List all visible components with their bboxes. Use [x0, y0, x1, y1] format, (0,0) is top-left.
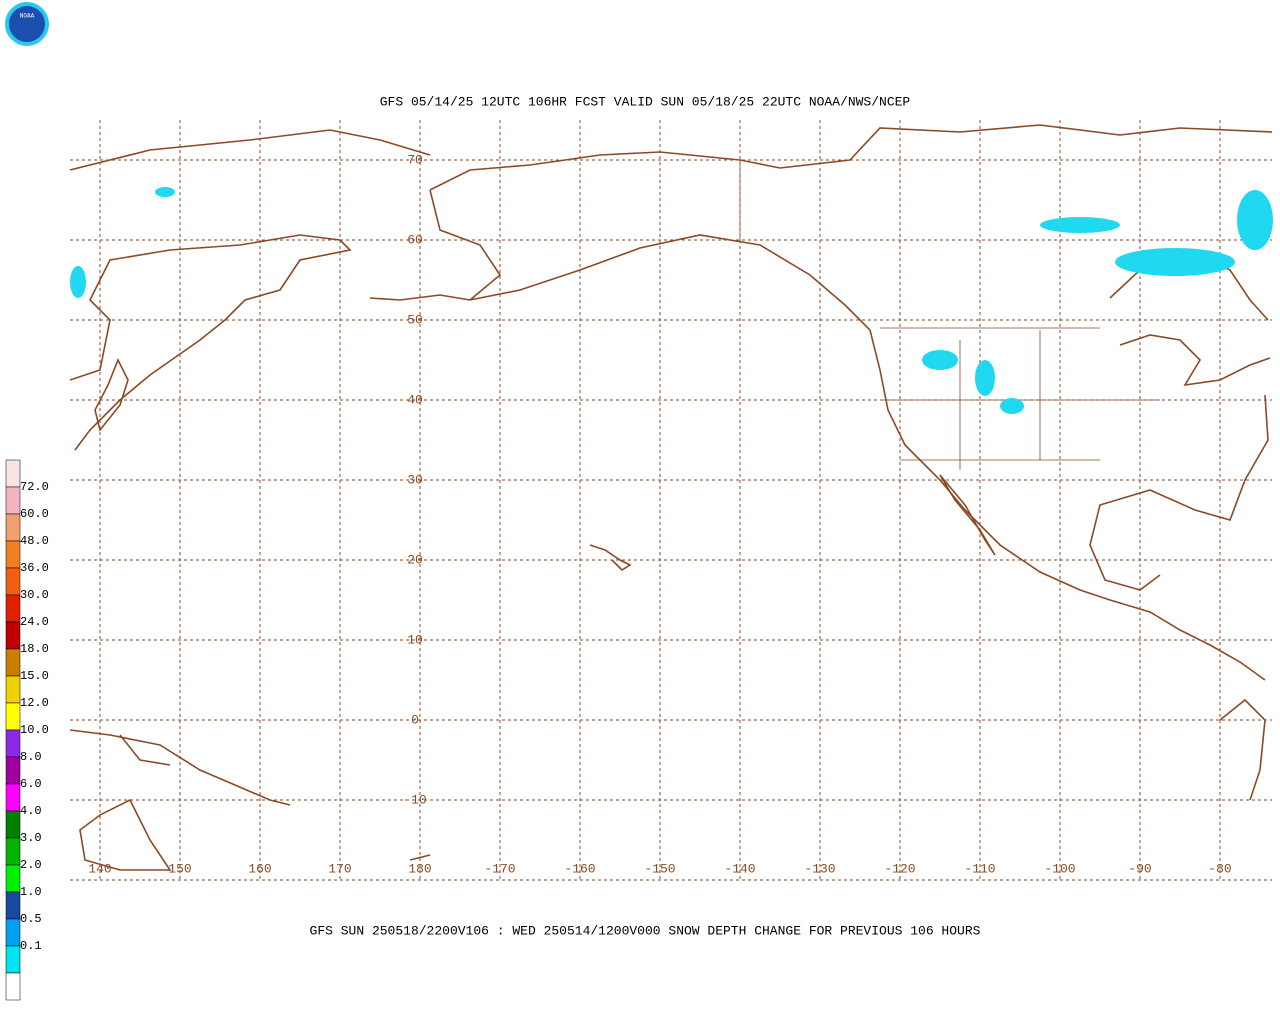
legend-label: 15.0: [20, 669, 49, 683]
lon-label: -140: [724, 861, 755, 876]
lon-label: -100: [1044, 861, 1075, 876]
lon-label: -130: [804, 861, 835, 876]
legend-label: 36.0: [20, 561, 49, 575]
snow-areas: [70, 187, 1273, 414]
legend-swatch: [5, 729, 21, 758]
legend-label: 24.0: [20, 615, 49, 629]
lon-label: -90: [1128, 861, 1151, 876]
lon-label: 150: [168, 861, 191, 876]
legend-label: 6.0: [20, 777, 42, 791]
lon-label: -170: [484, 861, 515, 876]
legend-swatch: [5, 864, 21, 893]
legend-label: 12.0: [20, 696, 49, 710]
lon-label: -160: [564, 861, 595, 876]
lat-label: 0: [411, 712, 419, 727]
lat-label: 50: [407, 312, 423, 327]
lat-label: -10: [403, 792, 426, 807]
legend-swatch: [5, 675, 21, 704]
legend-label: 60.0: [20, 507, 49, 521]
legend-swatch: [5, 837, 21, 866]
legend-label: 0.1: [20, 939, 42, 953]
legend-swatch: [5, 567, 21, 596]
lat-label: 40: [407, 392, 423, 407]
lon-label: -150: [644, 861, 675, 876]
legend-swatch: [5, 486, 21, 515]
lon-label: -120: [884, 861, 915, 876]
lat-label: 70: [407, 152, 423, 167]
lon-label: 170: [328, 861, 351, 876]
legend-label: 72.0: [20, 480, 49, 494]
legend-swatch: [5, 648, 21, 677]
legend-label: 48.0: [20, 534, 49, 548]
lat-label: 10: [407, 632, 423, 647]
coastlines: [69, 124, 1273, 871]
logo: NOAA: [5, 2, 49, 46]
lon-label: 180: [408, 861, 431, 876]
legend-label: 18.0: [20, 642, 49, 656]
lat-label: 30: [407, 472, 423, 487]
legend-label: 8.0: [20, 750, 42, 764]
legend-swatch: [5, 810, 21, 839]
legend-label: 10.0: [20, 723, 49, 737]
lat-label: 60: [407, 232, 423, 247]
legend-swatch: [5, 702, 21, 731]
legend-swatch: [5, 540, 21, 569]
legend-label: 2.0: [20, 858, 42, 872]
lon-label: 160: [248, 861, 271, 876]
caption: GFS SUN 250518/2200V106 : WED 250514/120…: [310, 923, 981, 938]
logo-text: NOAA: [20, 13, 35, 20]
legend-label: 0.5: [20, 912, 42, 926]
legend-swatch: [5, 891, 21, 920]
legend-swatch: [5, 459, 21, 488]
legend-swatch: [5, 513, 21, 542]
legend-label: 1.0: [20, 885, 42, 899]
legend: 72.0 60.0 48.0 36.0 30.0 24.0 18.0 15.0 12.0 10.0…: [5, 459, 49, 1001]
legend-swatch: [5, 918, 21, 947]
legend-swatch: [5, 972, 21, 1001]
legend-swatch: [5, 756, 21, 785]
legend-label: 30.0: [20, 588, 49, 602]
legend-swatch: [5, 621, 21, 650]
legend-swatch: [5, 783, 21, 812]
legend-label: 4.0: [20, 804, 42, 818]
title: GFS 05/14/25 12UTC 106HR FCST VALID SUN …: [380, 94, 911, 109]
legend-swatch: [5, 594, 21, 623]
lon-label: -110: [964, 861, 995, 876]
lon-label: -80: [1208, 861, 1231, 876]
legend-swatch: [5, 945, 21, 974]
lat-label: 20: [407, 552, 423, 567]
legend-label: 3.0: [20, 831, 42, 845]
